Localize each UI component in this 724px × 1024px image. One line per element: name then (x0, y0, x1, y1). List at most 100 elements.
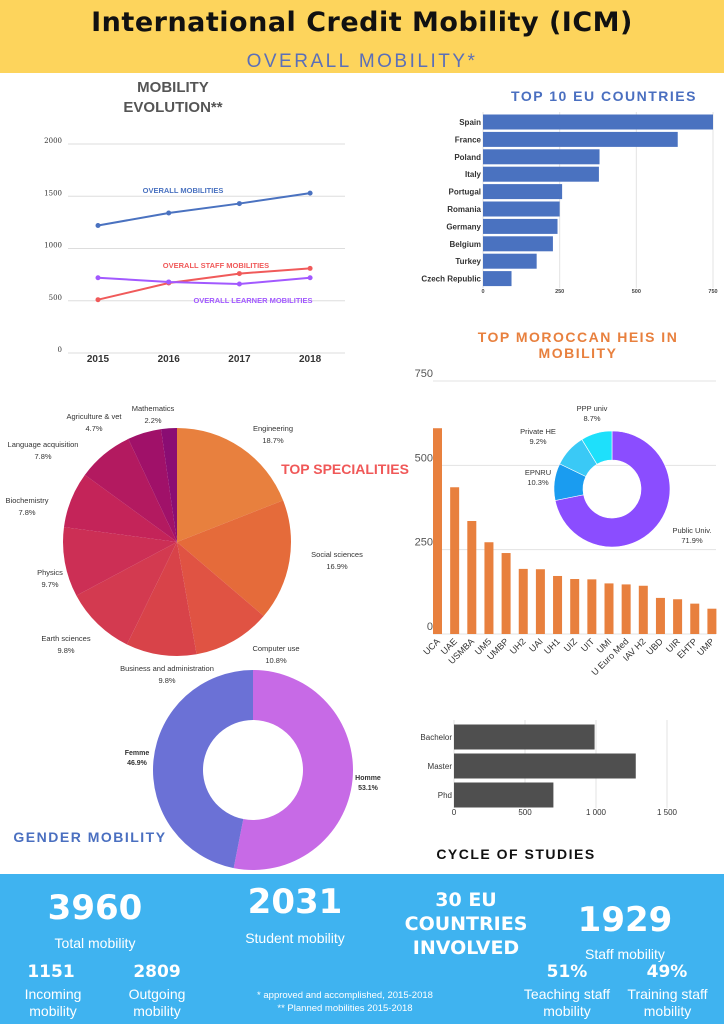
speciality-slice (177, 542, 264, 655)
gender-label: Homme (355, 775, 381, 782)
speciality-slice (84, 438, 177, 542)
cycle-xtick-label: 1 000 (586, 808, 607, 817)
speciality-pct: 16.9% (326, 562, 348, 571)
evolution-data-point (236, 201, 242, 207)
gender-label: Femme (125, 750, 150, 757)
speciality-slice (177, 428, 284, 542)
eu-category-label: Belgium (449, 240, 481, 249)
staff-mobility-value: 1929 (577, 900, 673, 940)
hei-type-label: Public Univ. (672, 526, 711, 535)
heis-bar (621, 584, 631, 634)
header-banner (0, 0, 724, 73)
speciality-slice (128, 429, 177, 542)
evolution-data-point (307, 190, 313, 196)
heis-category-label: UCA (421, 636, 442, 657)
heis-ytick-label: 0 (427, 621, 433, 633)
cycle-bar (454, 782, 554, 808)
eu-bar (483, 131, 678, 147)
cycle-xtick-label: 0 (452, 808, 457, 817)
total-mobility-value: 3960 (47, 888, 143, 928)
eu-category-label: Germany (446, 222, 481, 231)
charts-canvas: MOBILITY EVOLUTION** 0 500 1000 1500 2000 2015 2… (6, 79, 718, 870)
speciality-label: Business and administration (120, 664, 214, 673)
speciality-pct: 4.7% (85, 424, 102, 433)
speciality-label: Engineering (253, 424, 293, 433)
evolution-data-point (236, 281, 242, 287)
speciality-slice (63, 527, 177, 596)
eu-countries-line1: 30 EU (435, 889, 497, 911)
heis-bar (604, 583, 614, 634)
speciality-pct: 7.8% (18, 508, 35, 517)
heis-bar (638, 585, 648, 634)
heis-category-label: UH1 (542, 636, 562, 656)
cycle-title: CYCLE OF STUDIES (436, 846, 595, 862)
heis-bar (673, 599, 683, 634)
heis-category-label: UAI (527, 636, 545, 654)
speciality-pct: 9.8% (57, 646, 74, 655)
speciality-label: Earth sciences (41, 634, 90, 643)
heis-bar (467, 520, 477, 634)
heis-bar (518, 568, 528, 634)
total-mobility-label: Total mobility (54, 935, 136, 951)
footnote-planned: ** Planned mobilities 2015-2018 (277, 1003, 413, 1014)
evolution-xtick-label: 2016 (158, 354, 181, 365)
evolution-title-line1: MOBILITY (137, 79, 209, 96)
heis-bar (553, 575, 563, 634)
heis-ytick-label: 500 (415, 452, 433, 464)
speciality-label: Biochemistry (6, 496, 49, 505)
speciality-slice (161, 428, 177, 542)
speciality-pct: 9.8% (158, 676, 175, 685)
evolution-series-line (97, 267, 311, 301)
cycle-category-label: Bachelor (420, 733, 452, 742)
speciality-label: Agriculture & vet (66, 412, 122, 421)
eu-bar (483, 236, 553, 252)
hei-type-pct: 9.2% (529, 437, 546, 446)
speciality-label: Language acquisition (8, 440, 79, 449)
heis-bar (484, 542, 494, 634)
evolution-xtick-label: 2015 (87, 354, 110, 365)
speciality-pct: 7.8% (34, 452, 51, 461)
hei-type-pct: 71.9% (681, 536, 703, 545)
evolution-data-point (95, 223, 101, 229)
evolution-series-label: OVERALL STAFF MOBILITIES (163, 261, 269, 270)
speciality-label: Social sciences (311, 550, 363, 559)
cycle-xtick-label: 1 500 (657, 808, 678, 817)
cycle-bar (454, 753, 636, 779)
heis-bar (707, 608, 717, 634)
eu-bar (483, 253, 537, 269)
speciality-slice (177, 500, 291, 617)
eu-category-label: Poland (454, 153, 481, 162)
speciality-slice (63, 474, 177, 542)
speciality-label: Mathematics (132, 404, 175, 413)
heis-bar (450, 487, 460, 634)
speciality-slice (126, 542, 197, 656)
evolution-ytick-label: 500 (49, 294, 62, 302)
evolution-ytick-label: 1500 (44, 189, 62, 197)
cycle-category-label: Phd (438, 791, 452, 800)
gender-title: GENDER MOBILITY (13, 829, 166, 845)
eu-xtick-label: 500 (632, 289, 641, 295)
training-staff-label: Training staff mobility (627, 986, 708, 1019)
heis-bar (570, 579, 580, 634)
teaching-staff-label: Teaching staff mobility (523, 986, 611, 1019)
eu-bar (483, 166, 599, 182)
evolution-data-point (307, 275, 313, 281)
heis-category-label: UH2 (508, 636, 528, 656)
evolution-series-label: OVERALL MOBILITIES (143, 186, 224, 195)
heis-bar (501, 553, 511, 634)
heis-title-line1: TOP MOROCCAN HEIS IN (478, 329, 679, 345)
speciality-slice (76, 542, 177, 645)
evolution-series-line (97, 192, 311, 227)
hei-type-slice (554, 430, 671, 548)
eu-category-label: Italy (465, 170, 482, 179)
evolution-data-point (236, 271, 242, 277)
hei-type-pct: 8.7% (583, 414, 600, 423)
speciality-pct: 18.7% (262, 436, 284, 445)
eu-countries-line2: COUNTRIES (404, 913, 528, 935)
eu-chart-title: TOP 10 EU COUNTRIES (511, 88, 697, 104)
hei-type-label: EPNRU (525, 468, 551, 477)
eu-xtick-label: 750 (708, 289, 717, 295)
heis-bar (535, 569, 545, 634)
gender-pct: 46.9% (127, 760, 148, 767)
student-mobility-label: Student mobility (245, 930, 345, 946)
